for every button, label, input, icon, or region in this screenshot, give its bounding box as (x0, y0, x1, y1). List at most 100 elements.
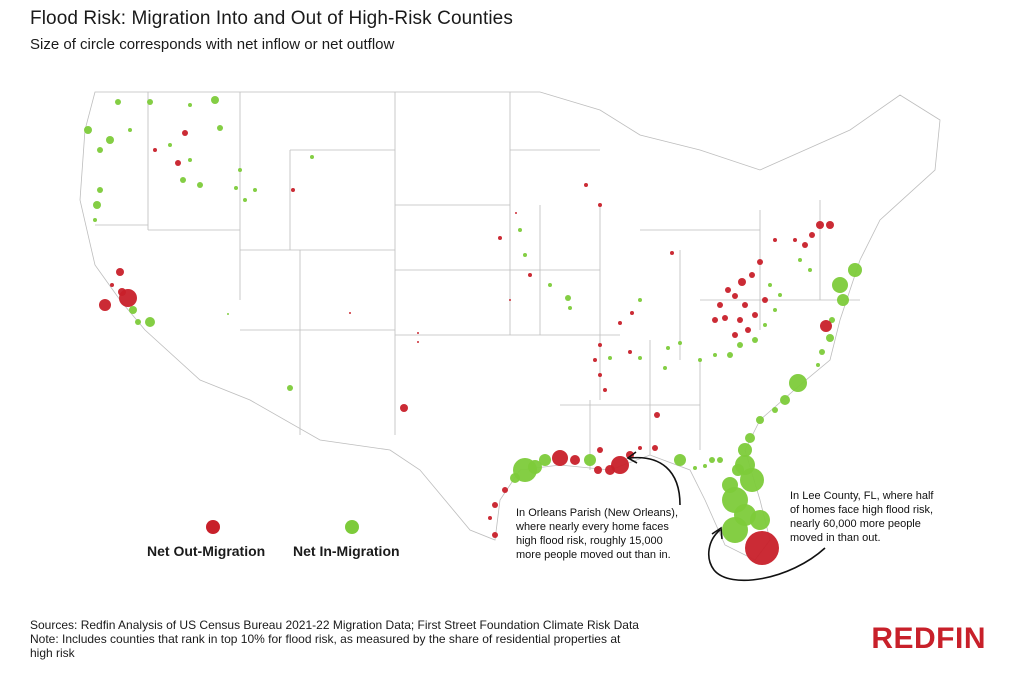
in-migration-dot (780, 395, 790, 405)
in-migration-dot (798, 258, 802, 262)
in-migration-dot (243, 198, 247, 202)
in-migration-dot (211, 96, 219, 104)
in-migration-dot (238, 168, 242, 172)
lee-arrow (707, 529, 826, 582)
out-migration-dot (99, 299, 111, 311)
out-migration-dot (652, 445, 658, 451)
orleans-line-3: high flood risk, roughly 15,000 (516, 535, 663, 547)
out-migration-dot (509, 299, 511, 301)
out-migration-dot (603, 388, 607, 392)
orleans-annotation: In Orleans Parish (New Orleans), where n… (516, 506, 678, 562)
out-migration-dot (628, 350, 632, 354)
footer-sources: Sources: Redfin Analysis of US Census Bu… (30, 618, 639, 632)
in-migration-dot (129, 306, 137, 314)
out-migration-dot (802, 242, 808, 248)
in-migration-dot (510, 473, 520, 483)
in-migration-dot (703, 464, 707, 468)
in-migration-dot (832, 277, 848, 293)
orleans-line-1: In Orleans Parish (New Orleans), (516, 507, 678, 519)
in-migration-dot (539, 454, 551, 466)
in-migration-dot (548, 283, 552, 287)
in-migration-dot (565, 295, 571, 301)
out-migration-dot (182, 130, 188, 136)
out-migration-dot (773, 238, 777, 242)
out-migration-dot (732, 332, 738, 338)
lee-annotation: In Lee County, FL, where half of homes f… (790, 489, 934, 545)
out-migration-dot (593, 358, 597, 362)
out-migration-dot (630, 311, 634, 315)
in-migration-dot (128, 128, 132, 132)
out-migration-dot (717, 302, 723, 308)
out-migration-dot (654, 412, 660, 418)
in-migration-dot (768, 283, 772, 287)
out-migration-dot (492, 532, 498, 538)
in-migration-dot (93, 201, 101, 209)
footer: Sources: Redfin Analysis of US Census Bu… (30, 618, 760, 660)
county-dots (84, 96, 862, 565)
us-outline (79, 91, 941, 561)
in-migration-dot (750, 510, 770, 530)
out-migration-dot (116, 268, 124, 276)
in-migration-dot (584, 454, 596, 466)
in-migration-dot (97, 187, 103, 193)
in-migration-dot (188, 103, 192, 107)
in-migration-dot (97, 147, 103, 153)
out-migration-dot (742, 302, 748, 308)
in-migration-dot (717, 457, 723, 463)
in-migration-dot (837, 294, 849, 306)
out-migration-dot (598, 203, 602, 207)
in-migration-dot (772, 407, 778, 413)
in-migration-dot (713, 353, 717, 357)
out-migration-dot (528, 273, 532, 277)
in-migration-dot (253, 188, 257, 192)
out-migration-dot (605, 465, 615, 475)
in-migration-dot (115, 99, 121, 105)
out-migration-dot (757, 259, 763, 265)
out-migration-dot (737, 317, 743, 323)
out-migration-dot (492, 502, 498, 508)
legend-in-label: Net In-Migration (293, 543, 400, 559)
annotation-arrows (626, 451, 826, 582)
out-migration-dot (291, 188, 295, 192)
out-migration-dot (712, 317, 718, 323)
out-migration-dot (745, 327, 751, 333)
out-migration-dot (598, 343, 602, 347)
in-migration-dot (310, 155, 314, 159)
footer-note-1: Note: Includes counties that rank in top… (30, 632, 621, 646)
orleans-line-2: where nearly every home faces (516, 521, 669, 533)
in-migration-dot (217, 125, 223, 131)
in-migration-dot (523, 253, 527, 257)
in-migration-dot (674, 454, 686, 466)
out-migration-dot (816, 221, 824, 229)
out-migration-dot (752, 312, 758, 318)
in-migration-dot (789, 374, 807, 392)
out-migration-dot (417, 332, 419, 334)
out-migration-dot (793, 238, 797, 242)
in-migration-dot (732, 464, 744, 476)
page-title: Flood Risk: Migration Into and Out of Hi… (30, 8, 513, 29)
in-migration-dot (135, 319, 141, 325)
out-migration-dot (738, 278, 746, 286)
in-migration-dot (826, 334, 834, 342)
in-migration-dot (227, 313, 229, 315)
out-migration-dot (153, 148, 157, 152)
in-migration-dot (168, 143, 172, 147)
orleans-arrow (629, 456, 681, 506)
out-migration-dot (745, 531, 779, 565)
lee-line-1: In Lee County, FL, where half (790, 490, 934, 502)
legend-out-label: Net Out-Migration (147, 543, 266, 559)
lee-line-3: nearly 60,000 more people (790, 518, 921, 530)
in-migration-dot (698, 358, 702, 362)
out-migration-dot (502, 487, 508, 493)
out-migration-dot (594, 466, 602, 474)
in-migration-dot (756, 416, 764, 424)
in-migration-dot (197, 182, 203, 188)
in-migration-dot (84, 126, 92, 134)
in-migration-dot (816, 363, 820, 367)
lee-arrowhead (711, 526, 723, 540)
legend-out-dot (206, 520, 220, 534)
out-migration-dot (417, 341, 419, 343)
in-migration-dot (666, 346, 670, 350)
out-migration-dot (809, 232, 815, 238)
